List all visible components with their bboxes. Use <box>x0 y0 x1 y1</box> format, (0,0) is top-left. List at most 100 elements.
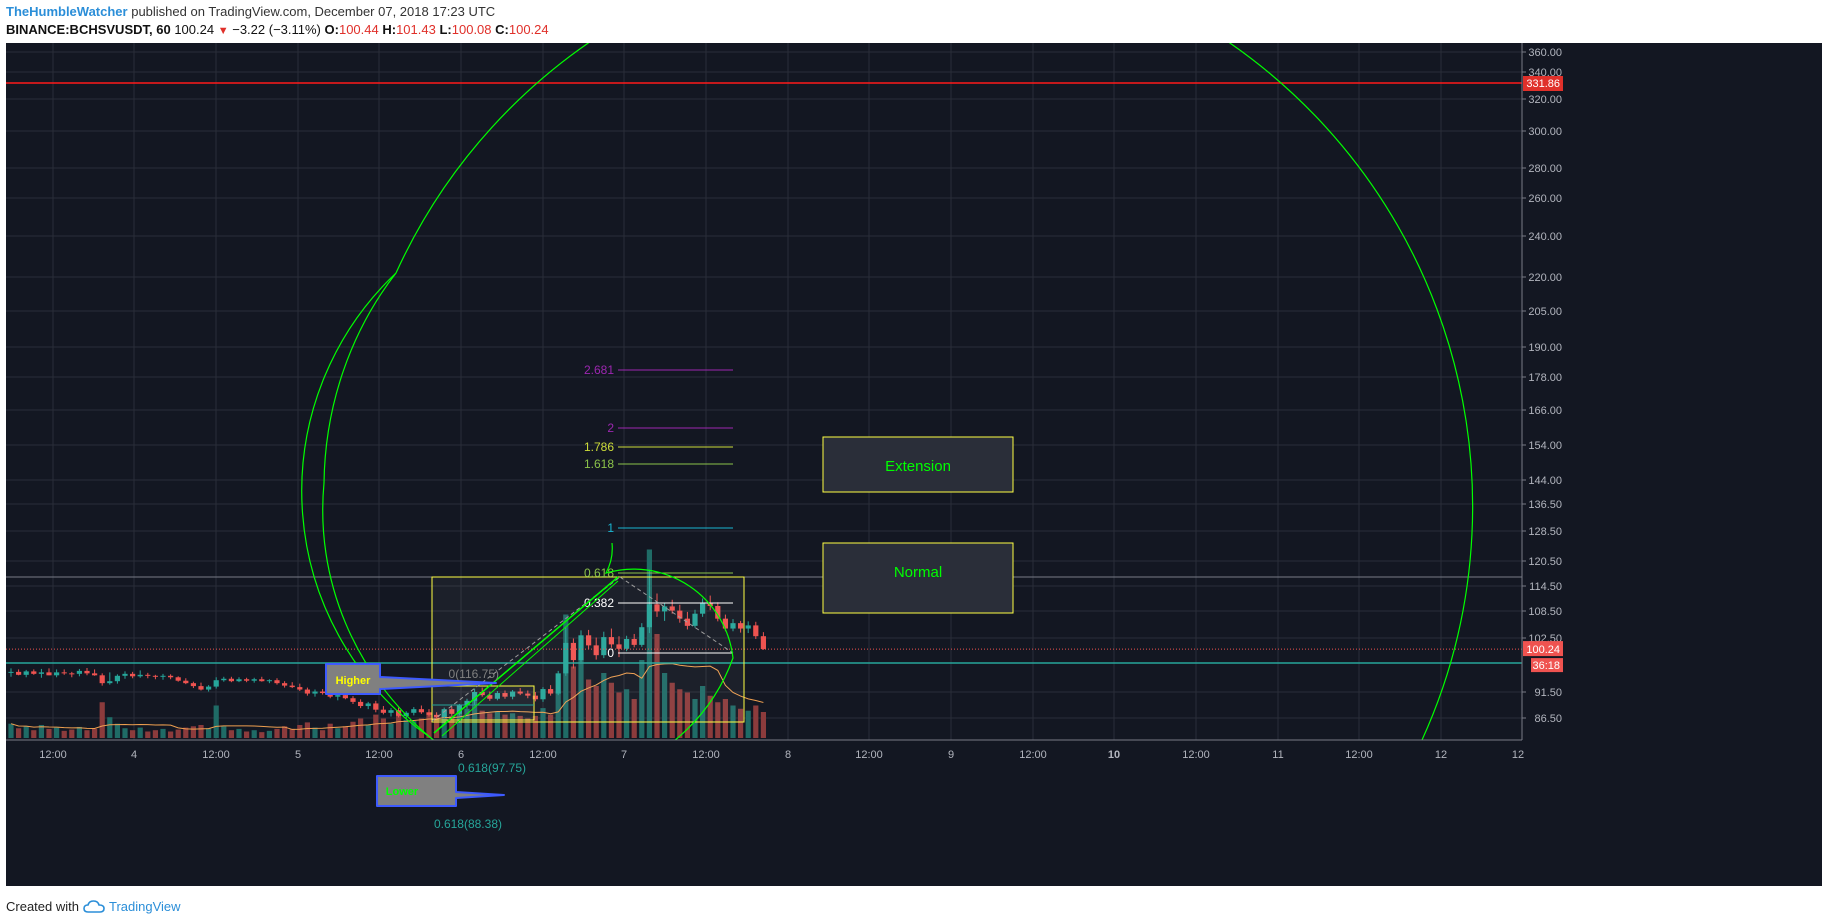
price-tick-label: 178.00 <box>1528 372 1562 384</box>
volume-bar <box>145 731 151 738</box>
normal-box[interactable] <box>822 542 1014 614</box>
volume-bar <box>23 726 29 738</box>
fib-retrace-618-small-label: 0.618(88.38) <box>434 817 502 831</box>
candle-body <box>396 710 402 716</box>
high-label: H: <box>382 22 397 37</box>
price-tick-label: 220.00 <box>1528 272 1562 284</box>
volume-bar <box>320 730 326 738</box>
candle-body <box>320 691 326 694</box>
candle-body <box>266 680 272 682</box>
volume-bar <box>434 717 440 738</box>
down-arrow-icon: ▼ <box>217 25 229 37</box>
volume-bar <box>745 710 751 738</box>
candle-body <box>586 635 592 646</box>
candle-body <box>487 695 493 699</box>
candle-body <box>206 686 212 690</box>
candle-body <box>738 623 744 629</box>
time-axis[interactable]: 12:00 4 12:00 5 12:00 6 12:00 7 12:00 8 12:00 9 12:0… <box>6 739 1524 886</box>
volume-bar <box>593 686 599 738</box>
tradingview-cloud-icon <box>83 900 105 913</box>
candle-body <box>532 695 538 700</box>
candle-body <box>502 693 508 697</box>
volume-bar <box>487 713 493 738</box>
volume-bar <box>738 708 744 738</box>
close-value: 100.24 <box>508 22 549 37</box>
volume-ma-line <box>10 663 764 730</box>
countdown-tag-label: 36:18 <box>1532 660 1560 672</box>
tradingview-brand-link[interactable]: TradingView <box>108 898 181 914</box>
volume-bar <box>502 714 508 738</box>
author-link[interactable]: TheHumbleWatcher <box>6 4 128 19</box>
candle-body <box>342 695 348 699</box>
candle-body <box>221 678 227 681</box>
volume-bar <box>221 726 227 738</box>
extension-label: Extension <box>885 458 951 475</box>
candle-body <box>38 672 44 674</box>
time-tick-label: 12:00 <box>1182 749 1210 761</box>
volume-bar <box>662 673 668 738</box>
volume-bar <box>380 718 386 738</box>
lower-callout[interactable] <box>376 775 505 807</box>
volume-bar <box>692 699 698 738</box>
candle-body <box>677 610 683 619</box>
candle-body <box>8 671 14 673</box>
candle-body <box>426 712 432 715</box>
candle-body <box>388 710 394 713</box>
volume-bar <box>259 732 265 738</box>
time-tick-label: 5 <box>295 749 301 761</box>
fib-extension-level-label: 0.618 <box>584 566 614 580</box>
candle-body <box>274 680 280 684</box>
price-tick-label: 136.50 <box>1528 499 1562 511</box>
green-trend-line <box>441 580 619 737</box>
volume-bar <box>418 718 424 738</box>
candle-body <box>145 674 151 676</box>
candle-body <box>669 606 675 611</box>
open-label: O: <box>324 22 339 37</box>
candle-body <box>472 692 478 701</box>
candle-body <box>418 709 424 713</box>
volume-bar <box>525 718 531 738</box>
price-change: −3.22 (−3.11%) <box>232 22 321 37</box>
candle-body <box>190 683 196 687</box>
volume-bar <box>31 730 37 738</box>
footer: Created with TradingView <box>6 896 181 916</box>
volume-bar <box>669 682 675 738</box>
candle-body <box>494 693 500 699</box>
volume-bar <box>555 692 561 738</box>
fib-retrace-618-label: 0.618(97.75) <box>458 761 526 775</box>
candle-body <box>639 627 645 645</box>
candle-body <box>183 680 189 684</box>
price-tick-label: 280.00 <box>1528 163 1562 175</box>
created-with-text: Created with <box>6 898 79 914</box>
chart-area[interactable]: 2.681 2 1.786 1.618 1 0.618 0.382 0 360.00 340.0… <box>6 0 1822 886</box>
price-tick-label: 190.00 <box>1528 342 1562 354</box>
higher-callout[interactable] <box>325 663 497 695</box>
candle-body <box>61 672 67 674</box>
time-tick-label: 6 <box>458 749 464 761</box>
volume-bar <box>684 692 690 738</box>
candle-body <box>16 671 22 675</box>
volume-bar <box>114 723 120 738</box>
candle-body <box>373 703 379 710</box>
price-axis[interactable]: 360.00340.00320.00300.00280.00260.00240.… <box>1521 43 1822 886</box>
candle-body <box>236 679 242 682</box>
candle-body <box>684 618 690 626</box>
fib-extension-level-label: 2.681 <box>584 363 614 377</box>
volume-bar <box>190 726 196 738</box>
time-tick-label: 12:00 <box>1019 749 1047 761</box>
grid-lines <box>6 43 1522 740</box>
volume-bar <box>639 660 645 738</box>
candle-body <box>616 644 622 649</box>
symbol-label: BINANCE:BCHSVUSDT, 60 <box>6 22 171 37</box>
volume-bar <box>122 728 128 738</box>
candle-body <box>114 675 120 682</box>
volume-bar <box>304 722 310 738</box>
candle-body <box>198 686 204 690</box>
extension-box[interactable] <box>822 436 1014 493</box>
volume-bar <box>403 719 409 738</box>
candle-body <box>137 674 143 677</box>
candle-body <box>31 671 37 674</box>
price-tick-label: 240.00 <box>1528 231 1562 243</box>
volume-bar <box>312 727 318 738</box>
